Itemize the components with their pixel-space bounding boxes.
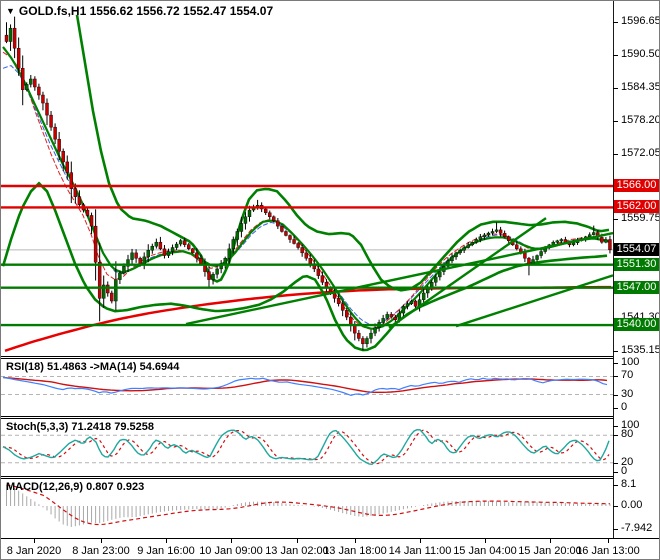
time-tick — [231, 539, 232, 543]
price-level-badge: 1540.00 — [614, 318, 659, 332]
time-tick — [297, 539, 298, 543]
price-tick-label: 1578.20 — [621, 114, 660, 126]
indicator-tick — [613, 506, 618, 507]
indicator-tick — [613, 472, 618, 473]
chart-dropdown-icon[interactable]: ▼ — [6, 6, 15, 16]
time-tick-label: 9 Jan 16:00 — [137, 545, 195, 557]
symbol-timeframe-label: GOLD.fs,H1 — [18, 4, 87, 18]
indicator-scale-label: -7.942 — [621, 522, 653, 534]
price-tick — [613, 22, 618, 23]
price-level-badge: 1562.00 — [614, 200, 659, 214]
ohlc-values: 1556.62 1556.72 1552.47 1554.07 — [89, 4, 274, 18]
price-tick — [613, 154, 618, 155]
price-tick — [613, 88, 618, 89]
indicator-scale-label: 30 — [621, 388, 634, 400]
time-tick — [101, 539, 102, 543]
indicator-tick — [613, 363, 618, 364]
macd-label: MACD(12,26,9) 0.807 0.923 — [6, 481, 145, 493]
price-tick-label: 1590.50 — [621, 48, 660, 60]
indicator-scale-label: 100 — [621, 356, 640, 368]
stoch-label: Stoch(5,3,3) 71.2418 79.5258 — [6, 421, 154, 433]
price-level-badge: 1551.30 — [614, 257, 659, 271]
time-tick — [34, 539, 35, 543]
time-tick-label: 16 Jan 13:00 — [576, 545, 640, 557]
time-tick-label: 10 Jan 09:00 — [199, 545, 263, 557]
price-tick — [613, 351, 618, 352]
current-price-badge: 1554.07 — [614, 242, 659, 256]
time-tick-label: 15 Jan 20:00 — [518, 545, 582, 557]
indicator-scale-label: 0 — [621, 465, 628, 477]
pane-separator — [1, 418, 614, 419]
price-tick — [613, 55, 618, 56]
time-tick — [355, 539, 356, 543]
price-tick-label: 1559.75 — [621, 212, 660, 224]
price-level-badge: 1547.00 — [614, 280, 659, 294]
indicator-tick — [613, 435, 618, 436]
time-tick-label: 13 Jan 18:00 — [323, 545, 387, 557]
time-tick-label: 13 Jan 02:00 — [265, 545, 329, 557]
price-tick — [613, 121, 618, 122]
time-tick — [608, 539, 609, 543]
rsi-label: RSI(18) 51.4863 ->MA(14) 54.6944 — [6, 361, 180, 373]
price-level-badge: 1566.00 — [614, 178, 659, 192]
indicator-scale-label: 70 — [621, 369, 634, 381]
indicator-scale-label: 0 — [621, 401, 628, 413]
time-tick-label: 8 Jan 2020 — [6, 545, 62, 557]
indicator-scale-label: 0.00 — [621, 499, 643, 511]
macd-indicator-pane[interactable] — [1, 479, 614, 537]
time-tick-label: 15 Jan 04:00 — [453, 545, 517, 557]
indicator-scale-label: 20 — [621, 456, 634, 468]
price-tick-label: 1596.65 — [621, 15, 660, 27]
time-tick — [166, 539, 167, 543]
time-axis[interactable]: 8 Jan 2020 8 Jan 23:00 9 Jan 16:00 10 Jan 0… — [1, 538, 659, 559]
time-tick — [420, 539, 421, 543]
pane-separator — [1, 416, 614, 417]
indicator-tick — [613, 408, 618, 409]
time-tick — [485, 539, 486, 543]
indicator-tick — [613, 485, 618, 486]
price-axis-border — [613, 1, 614, 538]
price-tick — [613, 219, 618, 220]
indicator-tick — [613, 463, 618, 464]
main-price-chart[interactable] — [1, 1, 614, 356]
pane-separator — [1, 476, 614, 477]
stochastic-indicator-pane[interactable] — [1, 419, 614, 477]
pane-separator — [1, 356, 614, 357]
price-tick-label: 1572.05 — [621, 147, 660, 159]
indicator-scale-label: 100 — [621, 419, 640, 431]
indicator-scale-label: 80 — [621, 428, 634, 440]
indicator-tick — [613, 376, 618, 377]
time-tick-label: 14 Jan 11:00 — [388, 545, 452, 557]
indicator-tick — [613, 426, 618, 427]
pane-separator — [1, 478, 614, 479]
time-tick — [550, 539, 551, 543]
price-tick-label: 1535.15 — [621, 344, 660, 356]
rsi-indicator-pane[interactable] — [1, 359, 614, 416]
pane-separator — [1, 358, 614, 359]
indicator-tick — [613, 395, 618, 396]
indicator-tick — [613, 529, 618, 530]
time-tick-label: 8 Jan 23:00 — [72, 545, 130, 557]
chart-header: ▼ GOLD.fs,H1 1556.62 1556.72 1552.47 1554… — [6, 4, 273, 18]
indicator-scale-label: 8.1 — [621, 478, 637, 490]
price-tick-label: 1584.35 — [621, 81, 660, 93]
